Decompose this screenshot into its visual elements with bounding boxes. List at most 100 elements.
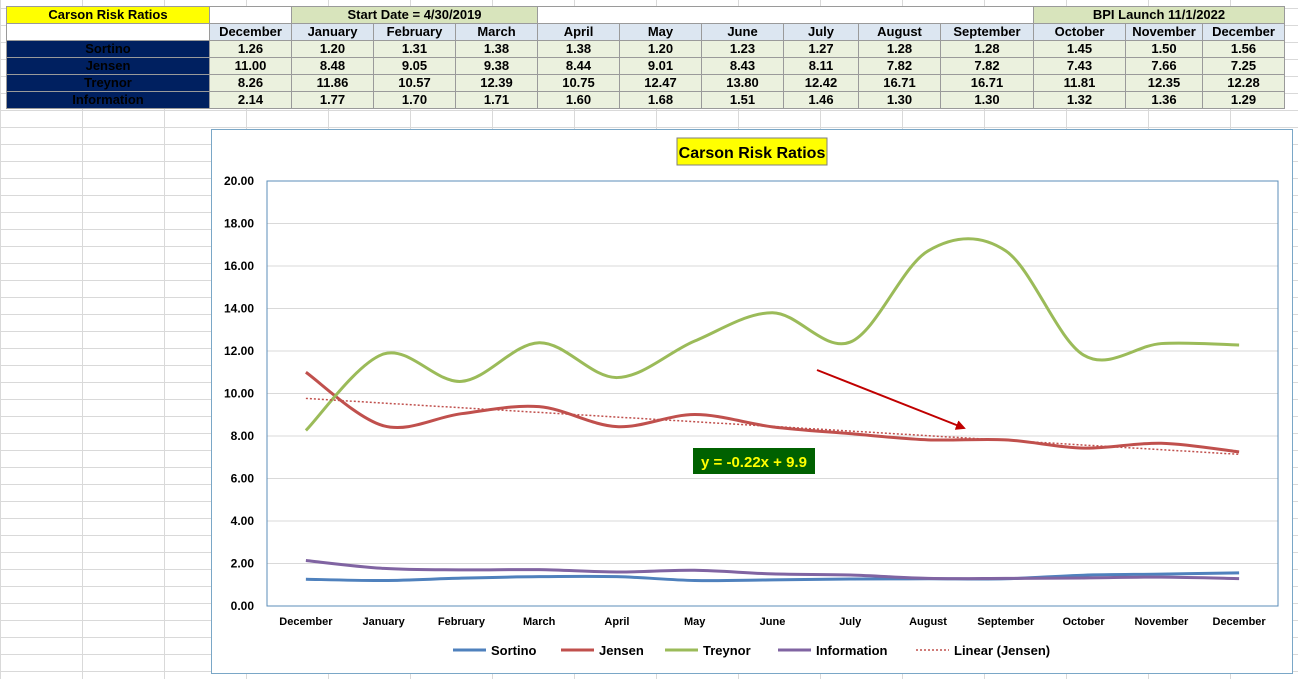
- value-cell[interactable]: 1.50: [1125, 40, 1203, 58]
- x-tick-label: May: [684, 616, 706, 628]
- x-tick-label: October: [1062, 616, 1105, 628]
- equation-box: [693, 448, 815, 474]
- value-cell[interactable]: 1.26: [209, 40, 292, 58]
- value-cell[interactable]: 1.30: [858, 91, 941, 109]
- value-cell[interactable]: 2.14: [209, 91, 292, 109]
- table-row: Treynor 8.26 11.86 10.57 12.39 10.75 12.47 13.8…: [6, 74, 1285, 92]
- value-cell[interactable]: 1.20: [291, 40, 374, 58]
- value-cell[interactable]: 1.45: [1033, 40, 1126, 58]
- table-row: Jensen 11.00 8.48 9.05 9.38 8.44 9.01 8.43 8.11 7…: [6, 57, 1285, 75]
- value-cell[interactable]: 8.11: [783, 57, 859, 75]
- value-cell[interactable]: 1.70: [373, 91, 456, 109]
- series-line-treynor: [304, 237, 1240, 432]
- annotation-arrow: [816, 369, 966, 430]
- month-header[interactable]: April: [537, 23, 620, 41]
- value-cell[interactable]: 11.86: [291, 74, 374, 92]
- month-header[interactable]: January: [291, 23, 374, 41]
- blank-cell[interactable]: [209, 6, 292, 24]
- value-cell[interactable]: 7.66: [1125, 57, 1203, 75]
- start-date-cell[interactable]: Start Date = 4/30/2019: [291, 6, 538, 24]
- value-cell[interactable]: 16.71: [940, 74, 1034, 92]
- legend-label: Sortino: [491, 643, 537, 658]
- y-tick-label: 0.00: [231, 599, 255, 613]
- value-cell[interactable]: 1.56: [1202, 40, 1285, 58]
- value-cell[interactable]: 1.29: [1202, 91, 1285, 109]
- value-cell[interactable]: 16.71: [858, 74, 941, 92]
- value-cell[interactable]: 7.82: [940, 57, 1034, 75]
- value-cell[interactable]: 1.30: [940, 91, 1034, 109]
- chart-canvas: 0.00 2.00 4.00 6.00 8.00 10.00 12.00 14.00 16.00…: [224, 137, 1279, 658]
- value-cell[interactable]: 1.51: [701, 91, 784, 109]
- value-cell[interactable]: 9.01: [619, 57, 702, 75]
- value-cell[interactable]: 12.47: [619, 74, 702, 92]
- x-tick-label: September: [977, 616, 1035, 628]
- value-cell[interactable]: 12.35: [1125, 74, 1203, 92]
- series-line-jensen: [305, 371, 1240, 454]
- series-line-sortino: [305, 571, 1240, 583]
- legend-label: Jensen: [599, 643, 644, 658]
- month-header[interactable]: August: [858, 23, 941, 41]
- value-cell[interactable]: 9.38: [455, 57, 538, 75]
- y-tick-label: 10.00: [224, 387, 254, 401]
- value-cell[interactable]: 8.43: [701, 57, 784, 75]
- value-cell[interactable]: 8.44: [537, 57, 620, 75]
- value-cell[interactable]: 12.28: [1202, 74, 1285, 92]
- row-label[interactable]: Information: [6, 91, 210, 109]
- value-cell[interactable]: 7.43: [1033, 57, 1126, 75]
- value-cell[interactable]: 12.42: [783, 74, 859, 92]
- month-header[interactable]: December: [209, 23, 292, 41]
- month-header[interactable]: October: [1033, 23, 1126, 41]
- month-header[interactable]: June: [701, 23, 784, 41]
- legend-label: Treynor: [703, 643, 751, 658]
- month-header[interactable]: March: [455, 23, 538, 41]
- value-cell[interactable]: 1.28: [858, 40, 941, 58]
- value-cell[interactable]: 1.28: [940, 40, 1034, 58]
- y-tick-label: 6.00: [231, 472, 255, 486]
- value-cell[interactable]: 1.71: [455, 91, 538, 109]
- month-header[interactable]: July: [783, 23, 859, 41]
- value-cell[interactable]: 9.05: [373, 57, 456, 75]
- month-header[interactable]: February: [373, 23, 456, 41]
- y-tick-label: 20.00: [224, 174, 254, 188]
- row-label[interactable]: Jensen: [6, 57, 210, 75]
- row-label[interactable]: Treynor: [6, 74, 210, 92]
- month-header[interactable]: December: [1202, 23, 1285, 41]
- value-cell[interactable]: 1.27: [783, 40, 859, 58]
- month-header[interactable]: November: [1125, 23, 1203, 41]
- y-tick-label: 16.00: [224, 259, 254, 273]
- value-cell[interactable]: 1.77: [291, 91, 374, 109]
- x-tick-label: January: [363, 616, 406, 628]
- value-cell[interactable]: 10.57: [373, 74, 456, 92]
- value-cell[interactable]: 7.25: [1202, 57, 1285, 75]
- value-cell[interactable]: 1.31: [373, 40, 456, 58]
- blank-cell[interactable]: [6, 23, 210, 41]
- value-cell[interactable]: 7.82: [858, 57, 941, 75]
- value-cell[interactable]: 8.26: [209, 74, 292, 92]
- month-header[interactable]: September: [940, 23, 1034, 41]
- value-cell[interactable]: 13.80: [701, 74, 784, 92]
- value-cell[interactable]: 10.75: [537, 74, 620, 92]
- value-cell[interactable]: 1.46: [783, 91, 859, 109]
- value-cell[interactable]: 11.00: [209, 57, 292, 75]
- y-tick-label: 14.00: [224, 302, 254, 316]
- table-row: Sortino 1.26 1.20 1.31 1.38 1.38 1.20 1.23 1.27 1…: [6, 40, 1285, 58]
- value-cell[interactable]: 1.36: [1125, 91, 1203, 109]
- value-cell[interactable]: 1.23: [701, 40, 784, 58]
- blank-cell[interactable]: [537, 6, 1034, 24]
- value-cell[interactable]: 8.48: [291, 57, 374, 75]
- bpi-launch-cell[interactable]: BPI Launch 11/1/2022: [1033, 6, 1285, 24]
- value-cell[interactable]: 1.38: [455, 40, 538, 58]
- value-cell[interactable]: 1.20: [619, 40, 702, 58]
- risk-ratios-chart[interactable]: 0.00 2.00 4.00 6.00 8.00 10.00 12.00 14.00 16.00…: [211, 129, 1293, 674]
- x-tick-label: February: [438, 616, 486, 628]
- value-cell[interactable]: 1.60: [537, 91, 620, 109]
- value-cell[interactable]: 12.39: [455, 74, 538, 92]
- value-cell[interactable]: 1.32: [1033, 91, 1126, 109]
- value-cell[interactable]: 11.81: [1033, 74, 1126, 92]
- value-cell[interactable]: 1.68: [619, 91, 702, 109]
- month-header[interactable]: May: [619, 23, 702, 41]
- row-label[interactable]: Sortino: [6, 40, 210, 58]
- sheet-title-cell[interactable]: Carson Risk Ratios: [6, 6, 210, 24]
- value-cell[interactable]: 1.38: [537, 40, 620, 58]
- trendline-equation: y = -0.22x + 9.9: [701, 454, 807, 471]
